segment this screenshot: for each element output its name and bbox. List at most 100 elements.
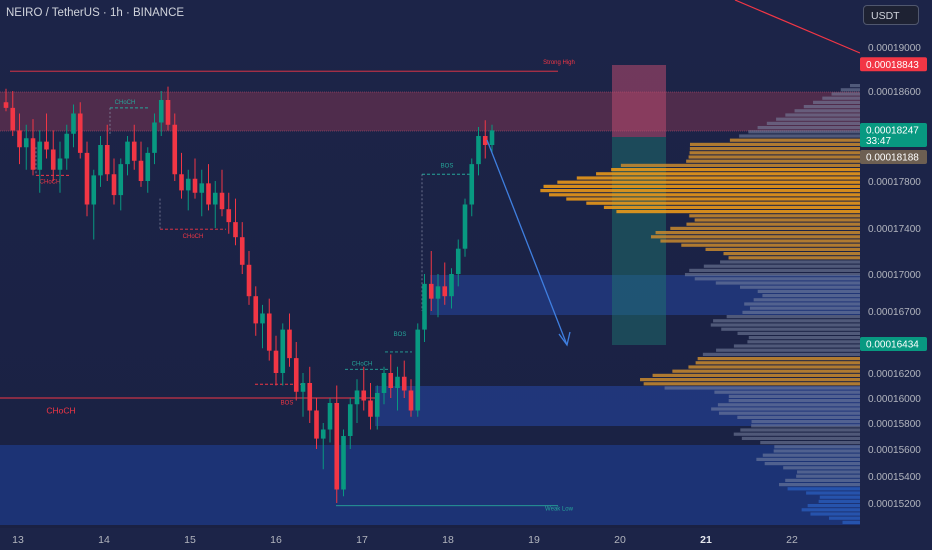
candle-body xyxy=(300,383,306,392)
volume-profile-bar xyxy=(720,260,860,264)
candle-body xyxy=(172,124,178,175)
y-tick-label: 0.00016200 xyxy=(868,369,921,380)
annotation-label: CHoCH xyxy=(115,100,136,106)
candle-body xyxy=(246,264,252,297)
price-axis[interactable] xyxy=(860,0,932,550)
candle-body xyxy=(320,429,326,439)
volume-profile-bar xyxy=(697,357,860,361)
volume-profile-bar xyxy=(751,424,860,428)
candle-body xyxy=(57,158,63,170)
volume-profile-bar xyxy=(762,294,860,298)
volume-profile-bar xyxy=(749,306,860,310)
position-stop-zone[interactable] xyxy=(612,65,666,137)
price-tag xyxy=(860,123,927,147)
candle-body xyxy=(253,296,259,324)
y-tick-label: 0.00017000 xyxy=(868,270,921,281)
volume-profile-bar xyxy=(766,121,860,125)
y-tick-label: 0.00015400 xyxy=(868,472,921,483)
x-tick-label: 13 xyxy=(12,534,24,546)
candle-body xyxy=(260,313,265,324)
volume-profile-bar xyxy=(664,386,860,390)
candle-body xyxy=(280,329,286,373)
volume-profile-bar xyxy=(773,449,860,453)
volume-profile-bar xyxy=(740,428,860,432)
x-axis-ticks: 13 14 15 16 17 18 19 20 21 22 xyxy=(12,534,798,546)
candle-body xyxy=(64,133,70,159)
volume-profile-bar xyxy=(807,504,860,508)
candle-body xyxy=(179,174,184,191)
y-tick-label: 0.00015800 xyxy=(868,419,921,430)
volume-profile-bar xyxy=(829,516,860,520)
volume-profile-bar xyxy=(586,201,860,205)
volume-profile-bar xyxy=(741,436,860,440)
volume-profile-bar xyxy=(611,168,860,172)
trend-line[interactable] xyxy=(734,0,861,54)
volume-profile-bar xyxy=(742,310,860,314)
volume-profile-bar xyxy=(566,197,860,201)
volume-profile-bar xyxy=(785,478,860,482)
demand-zone-bottom xyxy=(0,445,860,525)
time-axis[interactable] xyxy=(0,528,932,550)
volume-profile-bar xyxy=(803,105,860,109)
volume-profile-bar xyxy=(543,184,860,188)
candle-body xyxy=(422,283,427,330)
volume-profile-bar xyxy=(689,147,860,151)
projection-arrow[interactable] xyxy=(486,139,568,346)
candle-body xyxy=(401,376,407,391)
candle-body xyxy=(374,393,380,417)
candle-body xyxy=(145,152,151,181)
candle-body xyxy=(30,138,36,170)
volume-profile-bar xyxy=(753,298,860,302)
volume-profile-bar xyxy=(603,205,860,209)
projection-arrow-head xyxy=(558,331,571,347)
candle-body xyxy=(111,174,117,196)
annotation-label: Weak Low xyxy=(545,507,574,513)
candle-body xyxy=(138,160,144,181)
candle-body xyxy=(10,107,16,131)
currency-button[interactable]: USDT xyxy=(863,5,919,25)
candle-body xyxy=(293,358,299,392)
candle-body xyxy=(44,141,49,150)
candle-body xyxy=(273,350,279,373)
annotation-label: CHoCH xyxy=(183,234,204,240)
countdown-label: 33:47 xyxy=(866,136,891,147)
candle-body xyxy=(395,376,400,388)
candle-body xyxy=(152,122,157,153)
volume-profile-bar xyxy=(688,155,860,159)
candle-body xyxy=(368,400,373,417)
price-tag xyxy=(860,57,927,72)
volume-profile-bar xyxy=(723,252,860,256)
x-tick-label: 14 xyxy=(98,534,110,546)
volume-profile-bar xyxy=(762,453,860,457)
volume-profile-bar xyxy=(779,483,860,487)
volume-profile-bar xyxy=(739,285,860,289)
x-tick-label: 18 xyxy=(442,534,454,546)
volume-profile-bar xyxy=(714,390,860,394)
x-tick-label: 17 xyxy=(356,534,368,546)
position-target-zone[interactable] xyxy=(612,137,666,345)
volume-profile-bar xyxy=(776,117,860,121)
volume-profile-bar xyxy=(681,243,860,247)
candle-body xyxy=(307,383,313,411)
candle-body xyxy=(361,390,367,401)
volume-profile-bar xyxy=(774,445,860,449)
volume-profile-bar xyxy=(694,218,860,222)
volume-profile-bar xyxy=(748,336,860,340)
volume-profile-bar xyxy=(744,302,860,306)
candle-body xyxy=(226,209,232,223)
volume-profile-bar xyxy=(728,256,860,260)
candle-body xyxy=(185,178,191,191)
candle-body xyxy=(104,145,110,175)
annotation-label: CHoCH xyxy=(46,406,75,416)
volume-profile-bar xyxy=(715,281,860,285)
price-tag-value: 0.00018247 xyxy=(866,126,919,137)
price-tag xyxy=(860,336,927,351)
candle-body xyxy=(239,237,245,265)
y-tick-label: 0.00017800 xyxy=(868,177,921,188)
y-tick-label: 0.00016700 xyxy=(868,307,921,318)
volume-profile-bar xyxy=(596,172,860,176)
candle-body xyxy=(489,130,495,145)
